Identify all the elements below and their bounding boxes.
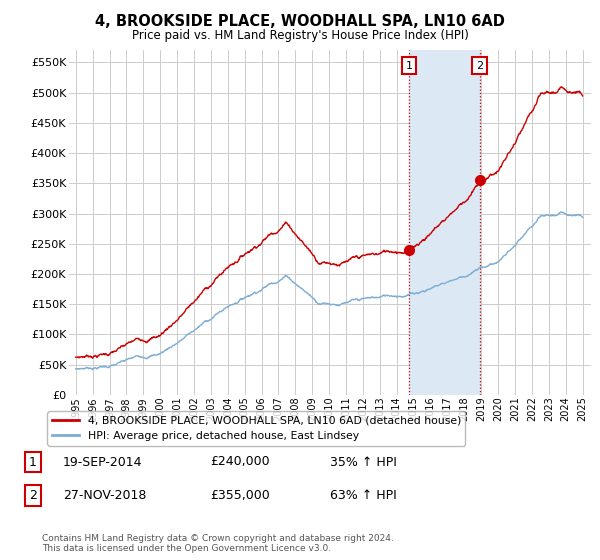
- Text: 35% ↑ HPI: 35% ↑ HPI: [330, 455, 397, 469]
- Bar: [409, 50, 480, 395]
- Text: 2: 2: [29, 489, 37, 502]
- Text: Price paid vs. HM Land Registry's House Price Index (HPI): Price paid vs. HM Land Registry's House …: [131, 29, 469, 42]
- Text: £240,000: £240,000: [210, 455, 269, 469]
- Legend: 4, BROOKSIDE PLACE, WOODHALL SPA, LN10 6AD (detached house), HPI: Average price,: 4, BROOKSIDE PLACE, WOODHALL SPA, LN10 6…: [47, 412, 465, 446]
- Text: 4, BROOKSIDE PLACE, WOODHALL SPA, LN10 6AD: 4, BROOKSIDE PLACE, WOODHALL SPA, LN10 6…: [95, 14, 505, 29]
- Text: 2: 2: [476, 60, 484, 71]
- Text: 27-NOV-2018: 27-NOV-2018: [63, 489, 146, 502]
- Text: £355,000: £355,000: [210, 489, 270, 502]
- Text: 1: 1: [29, 455, 37, 469]
- Text: 19-SEP-2014: 19-SEP-2014: [63, 455, 143, 469]
- Text: 1: 1: [406, 60, 412, 71]
- Text: 63% ↑ HPI: 63% ↑ HPI: [330, 489, 397, 502]
- Text: Contains HM Land Registry data © Crown copyright and database right 2024.
This d: Contains HM Land Registry data © Crown c…: [42, 534, 394, 553]
